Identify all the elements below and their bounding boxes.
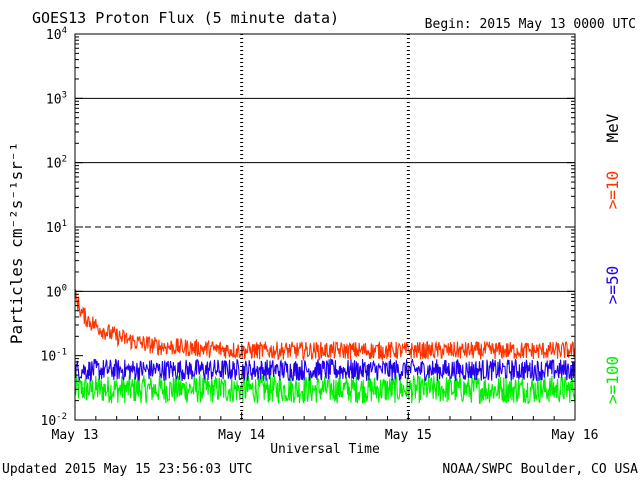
y-axis: 10-2 10-1 100 101 102 103 104 (41, 26, 575, 429)
credit-text: NOAA/SWPC Boulder, CO USA (442, 462, 638, 477)
x-axis-label: Universal Time (270, 442, 380, 457)
series-line (74, 289, 576, 362)
y-tick-label: 102 (46, 155, 67, 172)
series-layer (74, 289, 576, 405)
chart-title: GOES13 Proton Flux (5 minute data) (32, 9, 339, 27)
y-tick-label: 104 (46, 26, 67, 43)
y-axis-label: Particles cm⁻²s⁻¹sr⁻¹ (7, 142, 26, 344)
begin-time: Begin: 2015 May 13 0000 UTC (425, 17, 636, 32)
y-tick-label: 10-1 (41, 348, 68, 365)
series-line (74, 373, 576, 405)
legend-entry: >=10 (603, 171, 622, 210)
legend-entry: >=50 (603, 266, 622, 305)
series-line (74, 357, 576, 382)
x-axis: May 13 May 14 May 15 May 16 (52, 412, 599, 443)
x-tick-label: May 13 (52, 428, 99, 443)
day-boundary-markers (240, 34, 410, 420)
reference-lines (75, 97, 575, 292)
legend-entry: >=100 (603, 356, 622, 404)
y-tick-label: 103 (46, 90, 67, 107)
updated-timestamp: Updated 2015 May 15 23:56:03 UTC (2, 462, 252, 477)
x-tick-label: May 15 (385, 428, 432, 443)
legend-unit: MeV (603, 113, 622, 142)
y-tick-label: 100 (46, 283, 67, 300)
energy-legend: >=10 >=50 >=100 MeV (603, 113, 622, 404)
y-tick-label: 10-2 (41, 412, 68, 429)
x-tick-label: May 16 (552, 428, 599, 443)
y-tick-label: 101 (46, 219, 67, 236)
x-tick-label: May 14 (218, 428, 265, 443)
